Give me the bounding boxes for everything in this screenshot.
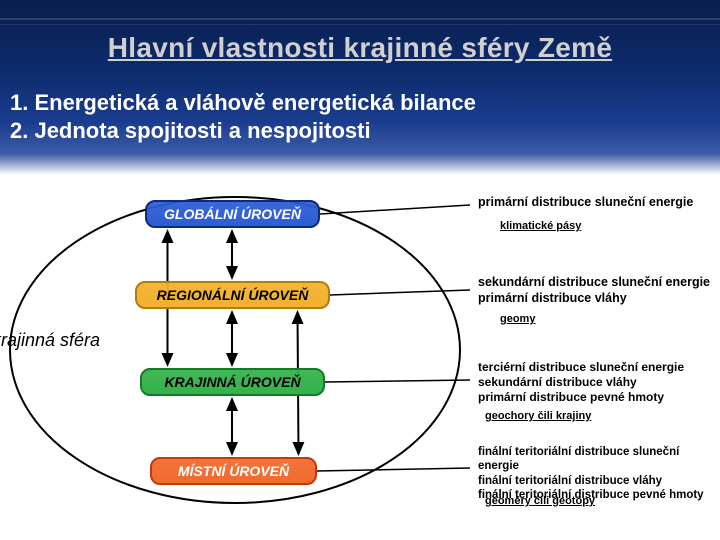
header-background: [0, 0, 720, 175]
left-label: krajinná sféra: [0, 330, 102, 351]
page-title: Hlavní vlastnosti krajinné sféry Země: [0, 32, 720, 64]
level-box-regional: REGIONÁLNÍ ÚROVEŇ: [135, 281, 330, 309]
connector-line: [320, 205, 470, 214]
level-box-local: MÍSTNÍ ÚROVEŇ: [150, 457, 317, 485]
level-box-global: GLOBÁLNÍ ÚROVEŇ: [145, 200, 320, 228]
right-sub-0: klimatické pásy: [500, 220, 581, 232]
subtitle-1: 1. Energetická a vláhově energetická bil…: [10, 90, 476, 116]
subtitle-2: 2. Jednota spojitosti a nespojitosti: [10, 118, 371, 144]
connector-line: [325, 380, 470, 382]
right-text-2: terciérní distribuce sluneční energiesek…: [478, 360, 684, 405]
right-sub-3: geoméry čili geotopy: [485, 495, 595, 507]
right-text-1: sekundární distribuce sluneční energiepr…: [478, 275, 710, 306]
right-text-3: finální teritoriální distribuce sluneční…: [478, 445, 720, 503]
level-box-landscape: KRAJINNÁ ÚROVEŇ: [140, 368, 325, 396]
diagram-container: krajinná sféra GLOBÁLNÍ ÚROVEŇ REGIONÁLNÍ…: [0, 175, 720, 540]
header-decor-line: [0, 18, 720, 20]
connector-line: [330, 290, 470, 295]
right-text-0: primární distribuce sluneční energie: [478, 195, 693, 211]
right-sub-1: geomy: [500, 313, 535, 325]
right-sub-2: geochory čili krajiny: [485, 410, 591, 422]
connector-line: [317, 468, 470, 471]
header-decor-line: [0, 24, 720, 25]
